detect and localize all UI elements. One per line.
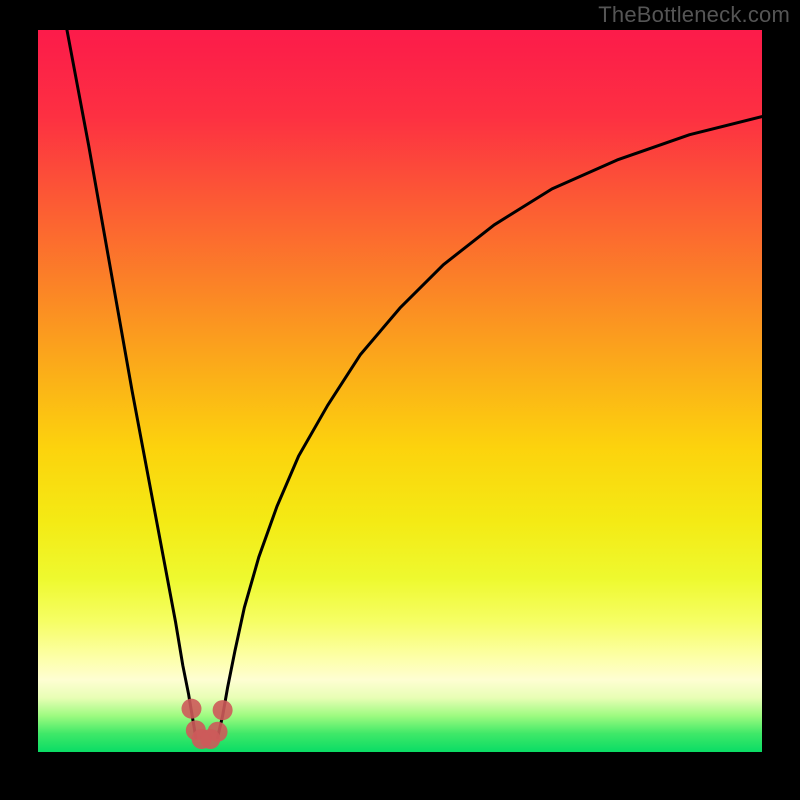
outer-container: TheBottleneck.com bbox=[0, 0, 800, 800]
marker-dot bbox=[181, 699, 201, 719]
marker-dot bbox=[213, 700, 233, 720]
marker-dot bbox=[200, 729, 220, 749]
bottleneck-chart bbox=[0, 0, 800, 800]
gradient-background bbox=[38, 30, 762, 752]
